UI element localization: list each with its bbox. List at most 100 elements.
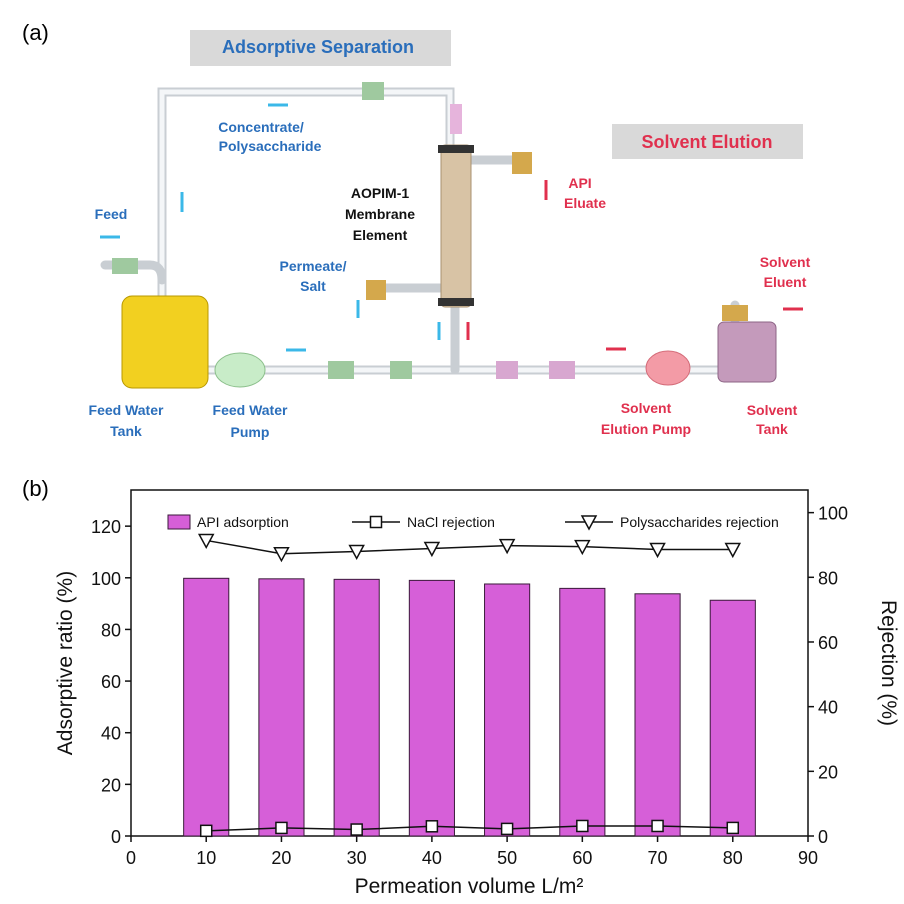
label: Feed: [95, 206, 128, 222]
y-tick-label: 60: [101, 672, 121, 692]
banner: Solvent Elution: [641, 132, 772, 152]
marker: [273, 546, 290, 563]
label: Pump: [231, 424, 270, 440]
membrane-element: [440, 144, 472, 308]
label: Solvent: [621, 400, 672, 416]
bar: [183, 577, 230, 837]
feed-tank: [121, 295, 209, 389]
y2-tick-label: 0: [818, 827, 828, 847]
label: API: [568, 175, 591, 191]
y-tick-label: 100: [91, 569, 121, 589]
label: AOPIM-1: [351, 185, 410, 201]
bar: [408, 579, 455, 837]
label: Eluent: [764, 274, 807, 290]
banner-box: [612, 124, 803, 159]
marker: [500, 822, 514, 836]
marker: [576, 819, 589, 833]
valve: [549, 361, 575, 379]
label: Tank: [756, 421, 788, 437]
y2-tick-label: 60: [818, 633, 838, 653]
marker: [726, 821, 740, 835]
y2-tick-label: 100: [818, 504, 848, 524]
line: [206, 825, 733, 832]
legend-swatch: [167, 514, 191, 530]
label: Feed Water: [213, 402, 288, 418]
valve: [328, 361, 354, 379]
bar: [709, 599, 756, 837]
marker: [348, 544, 365, 561]
y-axis-label: Adsorptive ratio (%): [54, 571, 77, 755]
solvent-pump: [645, 350, 691, 386]
marker: [350, 823, 363, 836]
y-tick-label: 80: [101, 620, 121, 640]
membrane-cap: [438, 145, 474, 153]
feed-pump: [214, 352, 266, 388]
marker: [651, 819, 664, 833]
legend-marker: [580, 515, 598, 531]
label: Permeate/: [280, 258, 347, 274]
plot-frame: [130, 489, 809, 837]
label: Salt: [300, 278, 326, 294]
diagram: Adsorptive Separation Solvent Elution Fe…: [89, 30, 811, 440]
y2-tick-label: 20: [818, 762, 838, 782]
valve: [496, 361, 518, 379]
x-tick-label: 0: [126, 848, 136, 868]
label: Solvent: [760, 254, 811, 270]
bar: [333, 578, 380, 837]
label: Concentrate/: [218, 119, 304, 135]
label: Element: [353, 227, 408, 243]
x-axis-label: Permeation volume L/m²: [355, 875, 584, 898]
marker: [423, 541, 441, 558]
banner: Adsorptive Separation: [222, 37, 414, 57]
y-tick-label: 0: [111, 827, 121, 847]
marker: [724, 542, 742, 559]
flow-arrows: [100, 103, 803, 352]
label: Polysaccharide: [219, 138, 322, 154]
line: [206, 539, 733, 555]
solvent-tank: [717, 321, 777, 383]
valve: [112, 258, 138, 274]
valve: [390, 361, 412, 379]
y2-tick-label: 80: [818, 568, 838, 588]
flow-arrow: [466, 180, 803, 351]
marker: [498, 538, 516, 555]
y2-axis-label: Rejection (%): [877, 600, 900, 726]
valve: [450, 104, 462, 134]
marker: [199, 824, 213, 838]
marker: [425, 820, 439, 833]
bar: [258, 578, 305, 837]
x-tick-label: 90: [798, 848, 818, 868]
x-tick-label: 70: [648, 848, 668, 868]
x-tick-label: 30: [347, 848, 367, 868]
valve: [366, 280, 386, 300]
pipe: [100, 260, 167, 285]
marker: [197, 533, 215, 550]
label: Membrane: [345, 206, 415, 222]
flow-arrow: [100, 103, 441, 352]
y2-tick-label: 40: [818, 698, 838, 718]
panel-label: (a): [22, 20, 49, 45]
label: Tank: [110, 423, 142, 439]
label: Elution Pump: [601, 421, 691, 437]
membrane-cap: [438, 298, 474, 306]
banner-box: [190, 30, 451, 66]
y-tick-label: 120: [91, 517, 121, 537]
valve: [722, 305, 748, 321]
y-tick-label: 20: [101, 775, 121, 795]
x-tick-label: 10: [196, 848, 216, 868]
legend-label: Polysaccharides rejection: [620, 514, 779, 530]
bar: [484, 583, 531, 837]
chart: Permeation volume L/m² Adsorptive ratio …: [54, 489, 900, 898]
bar: [559, 587, 606, 837]
label: Feed Water: [89, 402, 164, 418]
x-tick-label: 80: [723, 848, 743, 868]
marker: [574, 539, 591, 556]
valve: [512, 152, 532, 174]
y-tick-label: 40: [101, 724, 121, 744]
x-tick-label: 50: [497, 848, 517, 868]
legend-label: API adsorption: [197, 514, 289, 530]
label: Solvent: [747, 402, 798, 418]
x-tick-label: 40: [422, 848, 442, 868]
x-tick-label: 20: [271, 848, 291, 868]
